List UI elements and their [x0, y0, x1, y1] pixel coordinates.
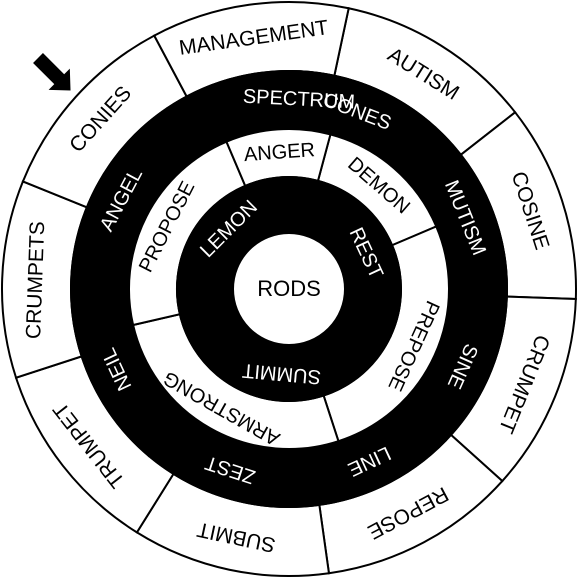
arrow-down-right-icon [33, 53, 71, 91]
wheel-center: RODS [232, 232, 346, 346]
label-third-anger: ANGER [243, 139, 315, 166]
label-outer-crumpets: CRUMPETS [22, 221, 49, 340]
center-circle [232, 232, 346, 346]
wheel-segments [1, 1, 577, 577]
center-word: RODS [257, 276, 321, 301]
